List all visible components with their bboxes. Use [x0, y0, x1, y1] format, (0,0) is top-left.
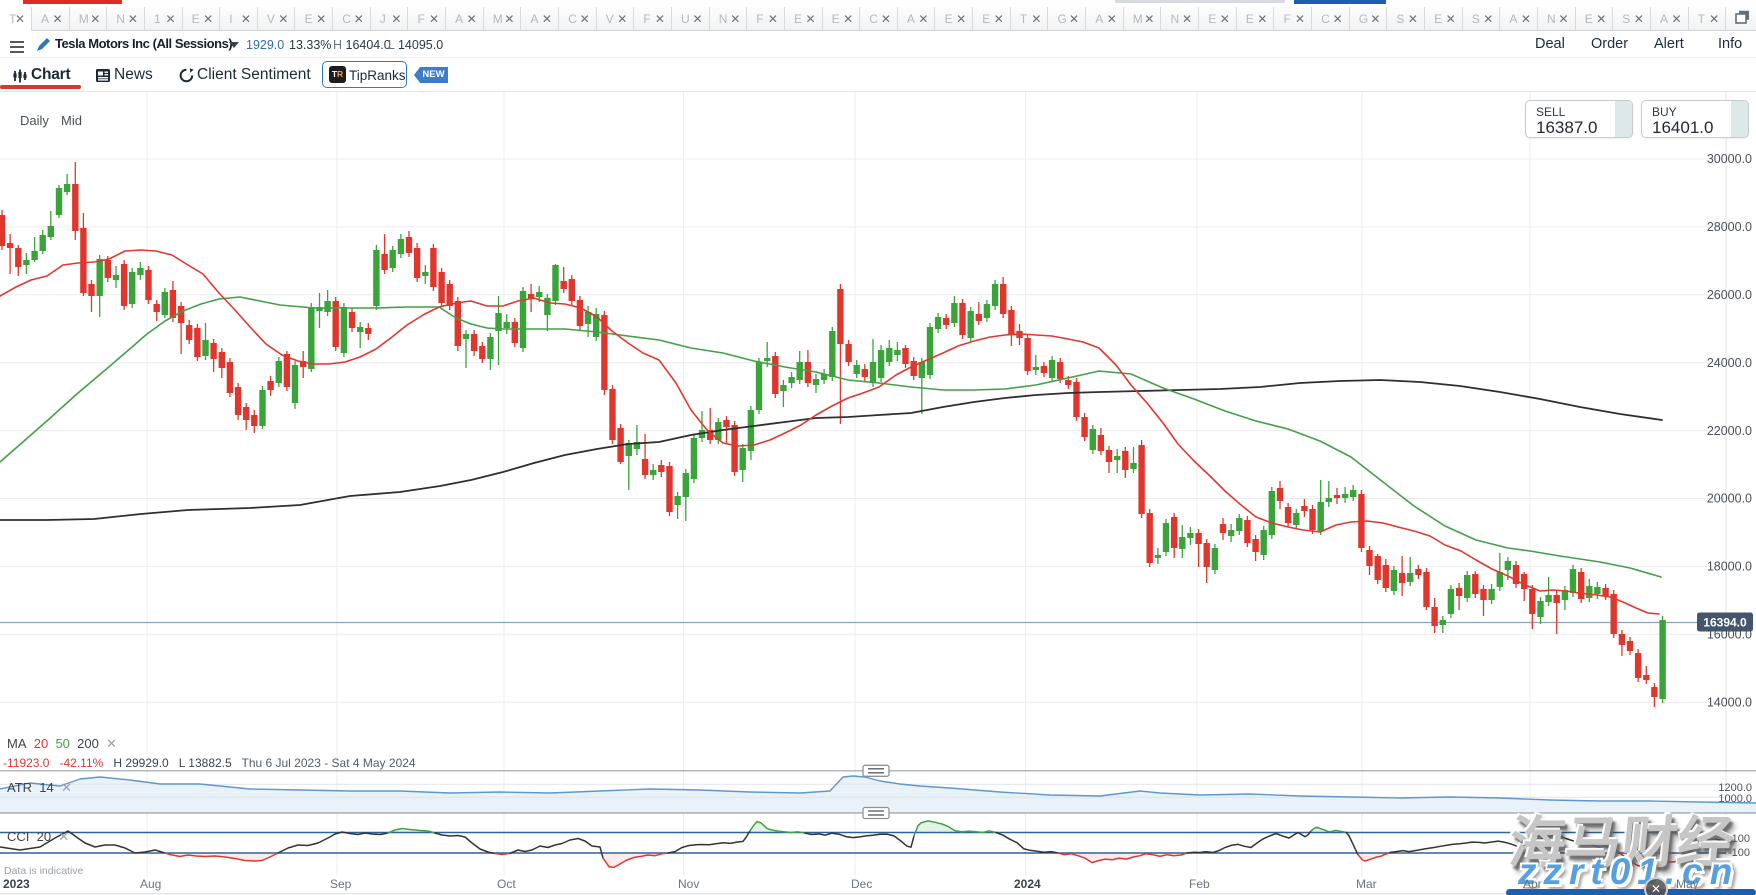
svg-text:2023: 2023	[3, 877, 30, 891]
svg-text:Aug: Aug	[140, 877, 161, 891]
svg-text:Dec: Dec	[851, 877, 872, 891]
svg-text:24000.0: 24000.0	[1707, 356, 1752, 370]
svg-text:1000.0: 1000.0	[1718, 793, 1752, 805]
svg-text:May: May	[1676, 877, 1699, 891]
svg-text:18000.0: 18000.0	[1707, 560, 1752, 574]
svg-text:1200.0: 1200.0	[1718, 782, 1752, 794]
svg-text:Sep: Sep	[330, 877, 352, 891]
svg-text:14000.0: 14000.0	[1707, 695, 1752, 709]
svg-text:2024: 2024	[1014, 877, 1041, 891]
svg-text:Feb: Feb	[1189, 877, 1210, 891]
svg-text:Nov: Nov	[678, 877, 699, 891]
svg-text:Oct: Oct	[497, 877, 516, 891]
svg-text:30000.0: 30000.0	[1707, 152, 1752, 166]
svg-text:Mar: Mar	[1356, 877, 1377, 891]
svg-text:26000.0: 26000.0	[1707, 288, 1752, 302]
svg-text:100: 100	[1732, 833, 1750, 845]
svg-text:28000.0: 28000.0	[1707, 220, 1752, 234]
svg-text:Apr: Apr	[1523, 877, 1542, 891]
svg-text:-100: -100	[1728, 847, 1750, 859]
svg-text:16394.0: 16394.0	[1703, 616, 1747, 630]
svg-text:20000.0: 20000.0	[1707, 492, 1752, 506]
svg-text:22000.0: 22000.0	[1707, 424, 1752, 438]
